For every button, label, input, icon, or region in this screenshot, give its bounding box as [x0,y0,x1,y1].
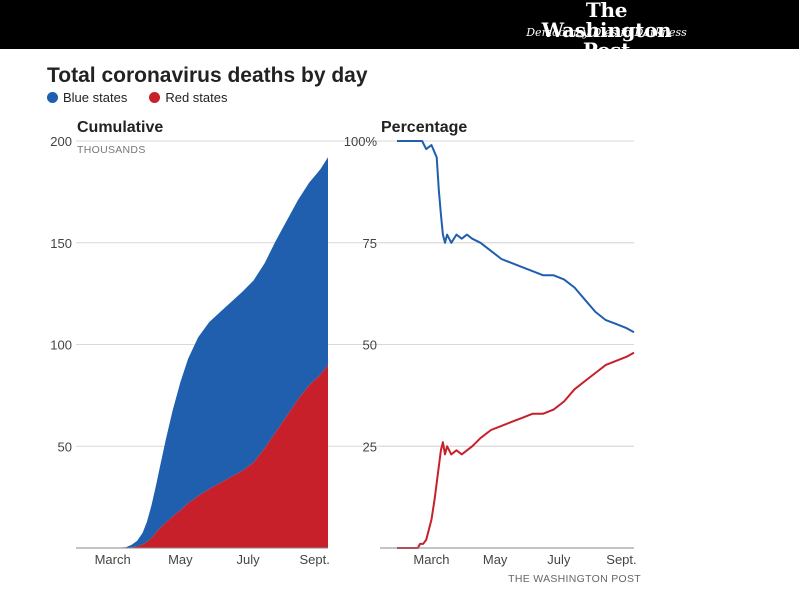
percentage-y-tick-label: 75 [363,236,377,251]
legend-swatch-blue [47,92,58,103]
cumulative-y-tick-label: 200 [50,134,72,149]
cumulative-subtitle: Cumulative [77,119,163,136]
cumulative-x-tick-label: May [168,552,193,567]
cumulative-y-tick-label: 150 [50,236,72,251]
legend-item-blue: Blue states [47,90,127,105]
cumulative-y-tick-label: 50 [58,439,72,454]
percentage-x-tick-label: March [413,552,449,567]
brand-tagline: Democracy Dies in Darkness [526,26,687,39]
blue-states-line [397,140,635,334]
source-credit: THE WASHINGTON POST [508,573,641,585]
legend-swatch-red [149,92,161,103]
brand-logo[interactable]: The Washington Post [541,0,672,62]
percentage-y-tick-label: 25 [363,439,377,454]
cumulative-panel: Cumulative THOUSANDS 50 100 150 200 March May… [50,119,634,567]
cumulative-x-tick-label: July [237,552,261,567]
percentage-y-tick-label: 50 [363,338,377,353]
cumulative-y-tick-label: 100 [50,338,72,353]
legend-label-blue: Blue states [63,90,128,105]
percentage-x-tick-label: July [547,552,571,567]
cumulative-unit-label: THOUSANDS [77,144,146,156]
cumulative-x-tick-label: March [95,552,131,567]
red-states-line [397,351,635,549]
percentage-x-tick-label: May [483,552,508,567]
percentage-x-tick-label: Sept. [606,552,636,567]
percentage-y-tick-label: 100% [344,134,378,149]
blue-states-area [76,157,328,549]
masthead: The Washington Post Democracy Dies in Da… [0,0,799,60]
percentage-subtitle: Percentage [381,119,467,136]
percentage-panel: Percentage 25 50 75 100% March May July Sept. [344,119,637,567]
chart-title: Total coronavirus deaths by day [47,64,368,87]
legend: Blue states Red states [47,90,249,105]
cumulative-x-tick-label: Sept. [299,552,329,567]
legend-item-red: Red states [149,90,227,105]
red-states-area [76,364,328,548]
legend-label-red: Red states [165,90,228,105]
